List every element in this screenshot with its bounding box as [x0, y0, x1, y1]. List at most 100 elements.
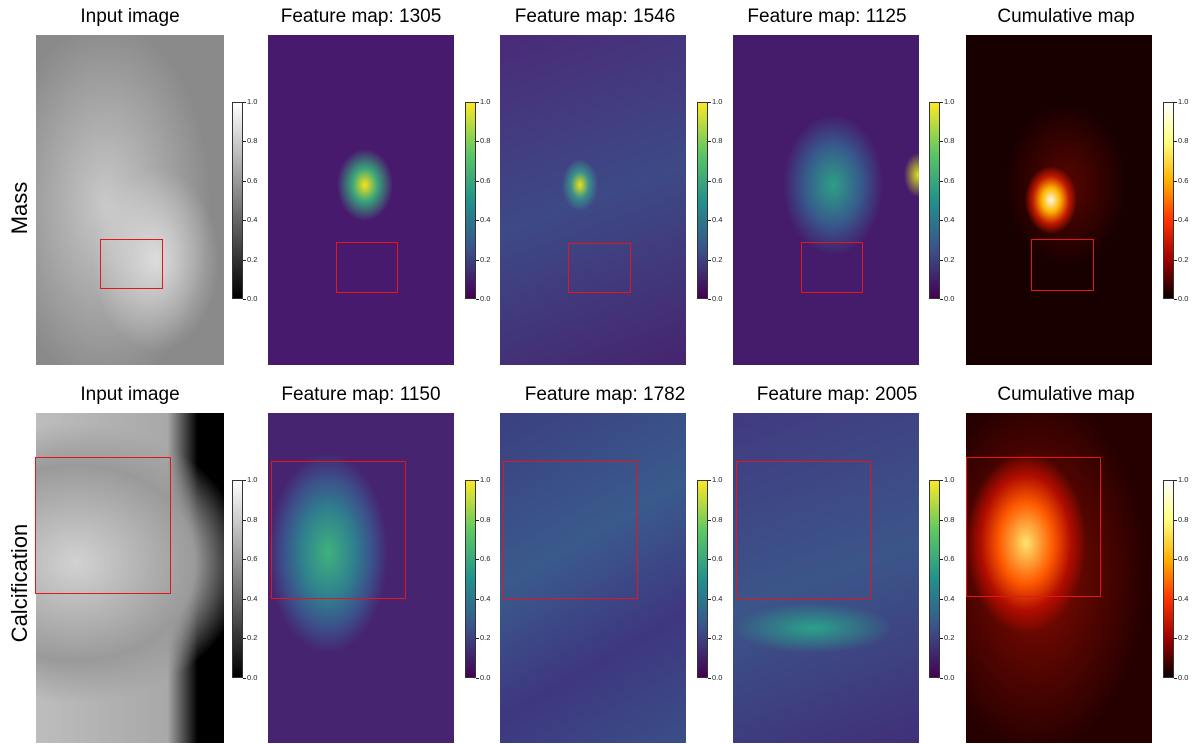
- input-image-mass: [36, 35, 224, 365]
- roi-box: [100, 239, 163, 289]
- colorbar-tick-label: 0.6: [1173, 175, 1189, 185]
- panel-title: Feature map: 1150: [281, 384, 441, 405]
- colorbar-tick-label: 0.0: [707, 294, 723, 303]
- colorbar-tick-label: 0.4: [475, 593, 491, 603]
- input-image-calcification: [36, 413, 224, 743]
- roi-box: [736, 461, 871, 599]
- colorbar-viridis: [465, 102, 476, 299]
- roi-box: [503, 461, 638, 599]
- colorbar-tick-label: 0.6: [1173, 554, 1189, 564]
- colorbar-gray: [232, 480, 243, 678]
- colorbar-tick-label: 0.2: [475, 633, 491, 643]
- panel-title: Feature map: 1782: [524, 384, 686, 405]
- colorbar-tick-label: 0.2: [939, 254, 955, 264]
- colorbar-tick-label: 0.4: [242, 593, 258, 603]
- colorbar-tick-label: 1.0: [242, 97, 258, 106]
- colorbar-tick-label: 0.6: [242, 554, 258, 564]
- colorbar-tick-label: 0.2: [242, 633, 258, 643]
- colorbar-hot: [1163, 102, 1174, 299]
- feature-map-1305: [268, 35, 454, 365]
- panel-title: Feature map: 1305: [280, 6, 442, 27]
- colorbar-tick-label: 0.0: [707, 673, 723, 682]
- colorbar-viridis: [929, 480, 940, 678]
- panel-title: Feature map: 1546: [514, 6, 676, 27]
- row-label-calcification: Calcification: [7, 523, 32, 643]
- roi-box: [801, 242, 863, 293]
- feature-map-1150: [268, 413, 454, 743]
- colorbar-tick-label: 0.8: [939, 136, 955, 146]
- colorbar-tick-label: 0.0: [242, 294, 258, 303]
- roi-box: [35, 457, 171, 594]
- colorbar-tick-label: 1.0: [707, 475, 723, 484]
- colorbar-tick-label: 0.2: [1173, 254, 1189, 264]
- colorbar-tick-label: 0.6: [939, 554, 955, 564]
- colorbar-tick-label: 0.8: [1173, 136, 1189, 146]
- colorbar-tick-label: 0.6: [707, 175, 723, 185]
- colorbar-tick-label: 0.6: [242, 175, 258, 185]
- roi-box: [1031, 239, 1094, 291]
- colorbar-tick-label: 0.8: [707, 514, 723, 524]
- colorbar-tick-label: 0.0: [939, 673, 955, 682]
- feature-map-1782: [500, 413, 686, 743]
- colorbar-tick-label: 0.4: [475, 215, 491, 225]
- colorbar-tick-label: 0.6: [939, 175, 955, 185]
- colorbar-tick-label: 0.8: [707, 136, 723, 146]
- colorbar-tick-label: 0.0: [475, 294, 491, 303]
- colorbar-viridis: [697, 480, 708, 678]
- feature-map-1125: [733, 35, 919, 365]
- colorbar-tick-label: 0.0: [1173, 294, 1189, 303]
- colorbar-tick-label: 0.8: [242, 136, 258, 146]
- colorbar-tick-label: 0.2: [242, 254, 258, 264]
- colorbar-tick-label: 0.8: [475, 136, 491, 146]
- colorbar-tick-label: 1.0: [475, 97, 491, 106]
- colorbar-tick-label: 0.8: [242, 514, 258, 524]
- roi-box: [271, 461, 406, 599]
- row-label-mass: Mass: [7, 181, 32, 235]
- feature-map-2005: [733, 413, 919, 743]
- colorbar-tick-label: 0.6: [707, 554, 723, 564]
- colorbar-tick-label: 1.0: [475, 475, 491, 484]
- feature-map-1546: [500, 35, 686, 365]
- cumulative-map-mass: [966, 35, 1152, 365]
- colorbar-tick-label: 0.4: [939, 593, 955, 603]
- colorbar-tick-label: 0.0: [1173, 673, 1189, 682]
- colorbar-tick-label: 0.6: [475, 554, 491, 564]
- colorbar-tick-label: 1.0: [707, 97, 723, 106]
- colorbar-tick-label: 0.2: [707, 254, 723, 264]
- colorbar-tick-label: 1.0: [1173, 475, 1189, 484]
- colorbar-viridis: [929, 102, 940, 299]
- colorbar-tick-label: 0.8: [475, 514, 491, 524]
- colorbar-tick-label: 0.2: [939, 633, 955, 643]
- colorbar-viridis: [465, 480, 476, 678]
- panel-title: Cumulative map: [997, 6, 1135, 27]
- panel-title: Feature map: 2005: [756, 384, 918, 405]
- roi-box: [336, 242, 398, 293]
- cumulative-map-calcification: [966, 413, 1152, 743]
- colorbar-tick-label: 0.0: [475, 673, 491, 682]
- colorbar-tick-label: 0.0: [242, 673, 258, 682]
- colorbar-tick-label: 0.0: [939, 294, 955, 303]
- roi-box: [568, 243, 631, 293]
- colorbar-hot: [1163, 480, 1174, 678]
- colorbar-tick-label: 1.0: [242, 475, 258, 484]
- colorbar-tick-label: 1.0: [939, 475, 955, 484]
- colorbar-tick-label: 1.0: [939, 97, 955, 106]
- colorbar-tick-label: 0.2: [707, 633, 723, 643]
- colorbar-tick-label: 0.4: [1173, 593, 1189, 603]
- roi-box: [966, 457, 1101, 597]
- colorbar-viridis: [697, 102, 708, 299]
- colorbar-gray: [232, 102, 243, 299]
- colorbar-tick-label: 0.2: [475, 254, 491, 264]
- colorbar-tick-label: 0.6: [475, 175, 491, 185]
- colorbar-tick-label: 0.4: [707, 215, 723, 225]
- colorbar-tick-label: 0.4: [707, 593, 723, 603]
- colorbar-tick-label: 0.8: [1173, 514, 1189, 524]
- panel-title: Input image: [80, 384, 180, 405]
- colorbar-tick-label: 0.4: [1173, 215, 1189, 225]
- colorbar-tick-label: 0.4: [242, 215, 258, 225]
- panel-title: Input image: [80, 6, 180, 27]
- colorbar-tick-label: 0.2: [1173, 633, 1189, 643]
- colorbar-tick-label: 0.4: [939, 215, 955, 225]
- colorbar-tick-label: 0.8: [939, 514, 955, 524]
- panel-title: Feature map: 1125: [747, 6, 907, 27]
